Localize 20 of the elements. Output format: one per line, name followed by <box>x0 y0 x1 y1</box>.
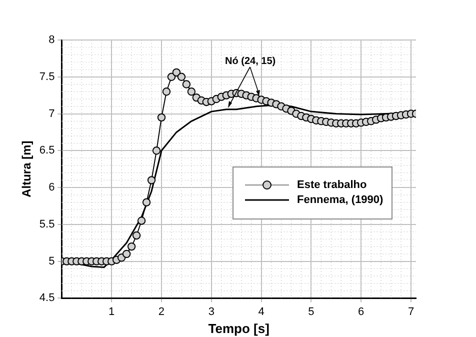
y-axis-title: Altura [m] <box>20 140 34 198</box>
y-tick-label: 6 <box>48 182 55 194</box>
x-tick-label: 4 <box>258 306 264 318</box>
x-tick-label: 5 <box>308 306 314 318</box>
x-tick-label: 2 <box>158 306 165 318</box>
y-tick-label: 4.5 <box>39 292 55 304</box>
y-tick-label: 8 <box>48 34 55 46</box>
y-tick-label: 7 <box>48 108 55 120</box>
legend-label: Fennema, (1990) <box>297 194 384 206</box>
x-tick-label: 7 <box>408 306 414 318</box>
annotation: Nó (24, 15) <box>225 56 276 67</box>
x-tick-label: 6 <box>358 306 364 318</box>
x-tick-label: 3 <box>208 306 214 318</box>
y-tick-label: 5 <box>48 255 55 268</box>
x-axis-title: Tempo [s] <box>208 320 270 336</box>
y-tick-label: 7.5 <box>39 70 55 83</box>
y-tick-label: 6.5 <box>39 144 55 157</box>
x-tick-label: 1 <box>108 306 115 318</box>
y-tick-label: 5.5 <box>39 218 55 230</box>
legend-label: Este trabalho <box>297 179 367 192</box>
